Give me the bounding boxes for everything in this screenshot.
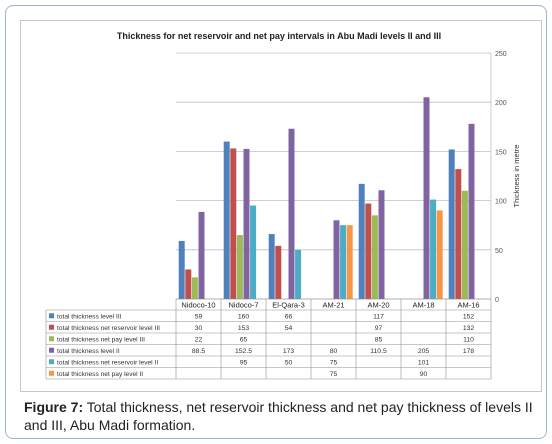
bar <box>333 220 340 299</box>
y-tick-label: 200 <box>495 100 507 107</box>
data-label: 97 <box>375 325 383 332</box>
bar <box>243 148 250 299</box>
data-label: 65 <box>240 336 248 343</box>
bar <box>436 210 443 299</box>
data-label: 90 <box>420 371 428 378</box>
caption-label: Figure 7: <box>24 399 84 415</box>
data-label: 110 <box>463 336 474 343</box>
bar <box>378 190 385 299</box>
bar <box>178 240 185 299</box>
bar <box>430 199 437 299</box>
data-label: 66 <box>285 313 293 320</box>
bar <box>275 245 282 299</box>
legend-entry: total thickness net pay level II <box>57 371 143 378</box>
data-label: 85 <box>375 336 383 343</box>
legend-swatch <box>49 347 54 353</box>
bar <box>468 123 475 300</box>
data-label: 50 <box>285 359 293 366</box>
category-label: AM-16 <box>457 301 479 310</box>
chart-area: Thickness for net reservoir and net pay … <box>20 20 542 392</box>
legend-entry: total thickness net reservoir level III <box>57 325 160 332</box>
bar <box>455 169 462 299</box>
data-label: 153 <box>238 325 250 332</box>
y-tick-label: 50 <box>495 248 503 255</box>
data-label: 88.5 <box>192 348 205 355</box>
legend-entry: total thickness net pay level III <box>57 336 145 343</box>
bar <box>250 205 257 299</box>
data-label: 75 <box>330 359 338 366</box>
bar <box>340 225 347 299</box>
legend-entry: total thickness level II <box>57 348 120 355</box>
figure-caption: Figure 7: Total thickness, net reservoir… <box>24 398 546 434</box>
y-tick-label: 250 <box>495 51 507 58</box>
legend-swatch <box>49 313 54 319</box>
category-label: AM-18 <box>412 301 434 310</box>
category-label: El-Qara-3 <box>272 301 305 310</box>
data-label: 101 <box>418 359 430 366</box>
chart-title: Thickness for net reservoir and net pay … <box>117 31 441 41</box>
bar <box>185 269 192 299</box>
data-label: 178 <box>463 348 475 355</box>
y-axis-label: Thickness in metre <box>512 145 521 208</box>
bar <box>448 149 455 299</box>
bar <box>423 97 430 299</box>
data-label: 173 <box>283 348 295 355</box>
y-tick-label: 150 <box>495 149 507 156</box>
bar <box>371 215 378 299</box>
legend-swatch <box>49 336 54 342</box>
data-label: 95 <box>240 359 248 366</box>
legend-swatch <box>49 370 54 376</box>
category-label: Nidoco-10 <box>181 301 215 310</box>
category-label: Nidoco-7 <box>228 301 258 310</box>
category-label: AM-21 <box>322 301 344 310</box>
data-label: 80 <box>330 348 338 355</box>
legend-entry: total thickness level III <box>57 313 122 320</box>
category-label: AM-20 <box>367 301 389 310</box>
caption-text: Total thickness, net reservoir thickness… <box>24 399 533 433</box>
legend-swatch <box>49 359 54 365</box>
data-label: 152.5 <box>235 348 252 355</box>
bar <box>358 183 365 299</box>
data-label: 160 <box>238 313 250 320</box>
data-label: 54 <box>285 325 293 332</box>
bar <box>288 128 295 299</box>
data-label: 152 <box>463 313 475 320</box>
data-label: 59 <box>195 313 203 320</box>
figure-frame: Thickness for net reservoir and net pay … <box>5 5 547 439</box>
y-tick-label: 100 <box>495 199 507 206</box>
data-label: 30 <box>195 325 203 332</box>
legend-entry: total thickness net reservoir level II <box>57 359 158 366</box>
y-tick-label: 0 <box>495 297 499 304</box>
data-label: 75 <box>330 371 338 378</box>
data-label: 205 <box>418 348 430 355</box>
bar <box>268 234 275 299</box>
data-label: 132 <box>463 325 475 332</box>
bar <box>236 235 243 299</box>
bar <box>198 211 205 299</box>
bar <box>223 141 230 299</box>
data-label: 110.5 <box>370 348 387 355</box>
chart-svg: Thickness for net reservoir and net pay … <box>45 31 521 380</box>
bar <box>295 249 302 299</box>
bar <box>365 203 372 299</box>
bar <box>346 225 353 299</box>
data-label: 117 <box>373 313 384 320</box>
bar <box>191 277 198 299</box>
legend-swatch <box>49 324 54 330</box>
bar <box>461 190 468 299</box>
bar <box>230 148 237 299</box>
data-label: 22 <box>195 336 203 343</box>
